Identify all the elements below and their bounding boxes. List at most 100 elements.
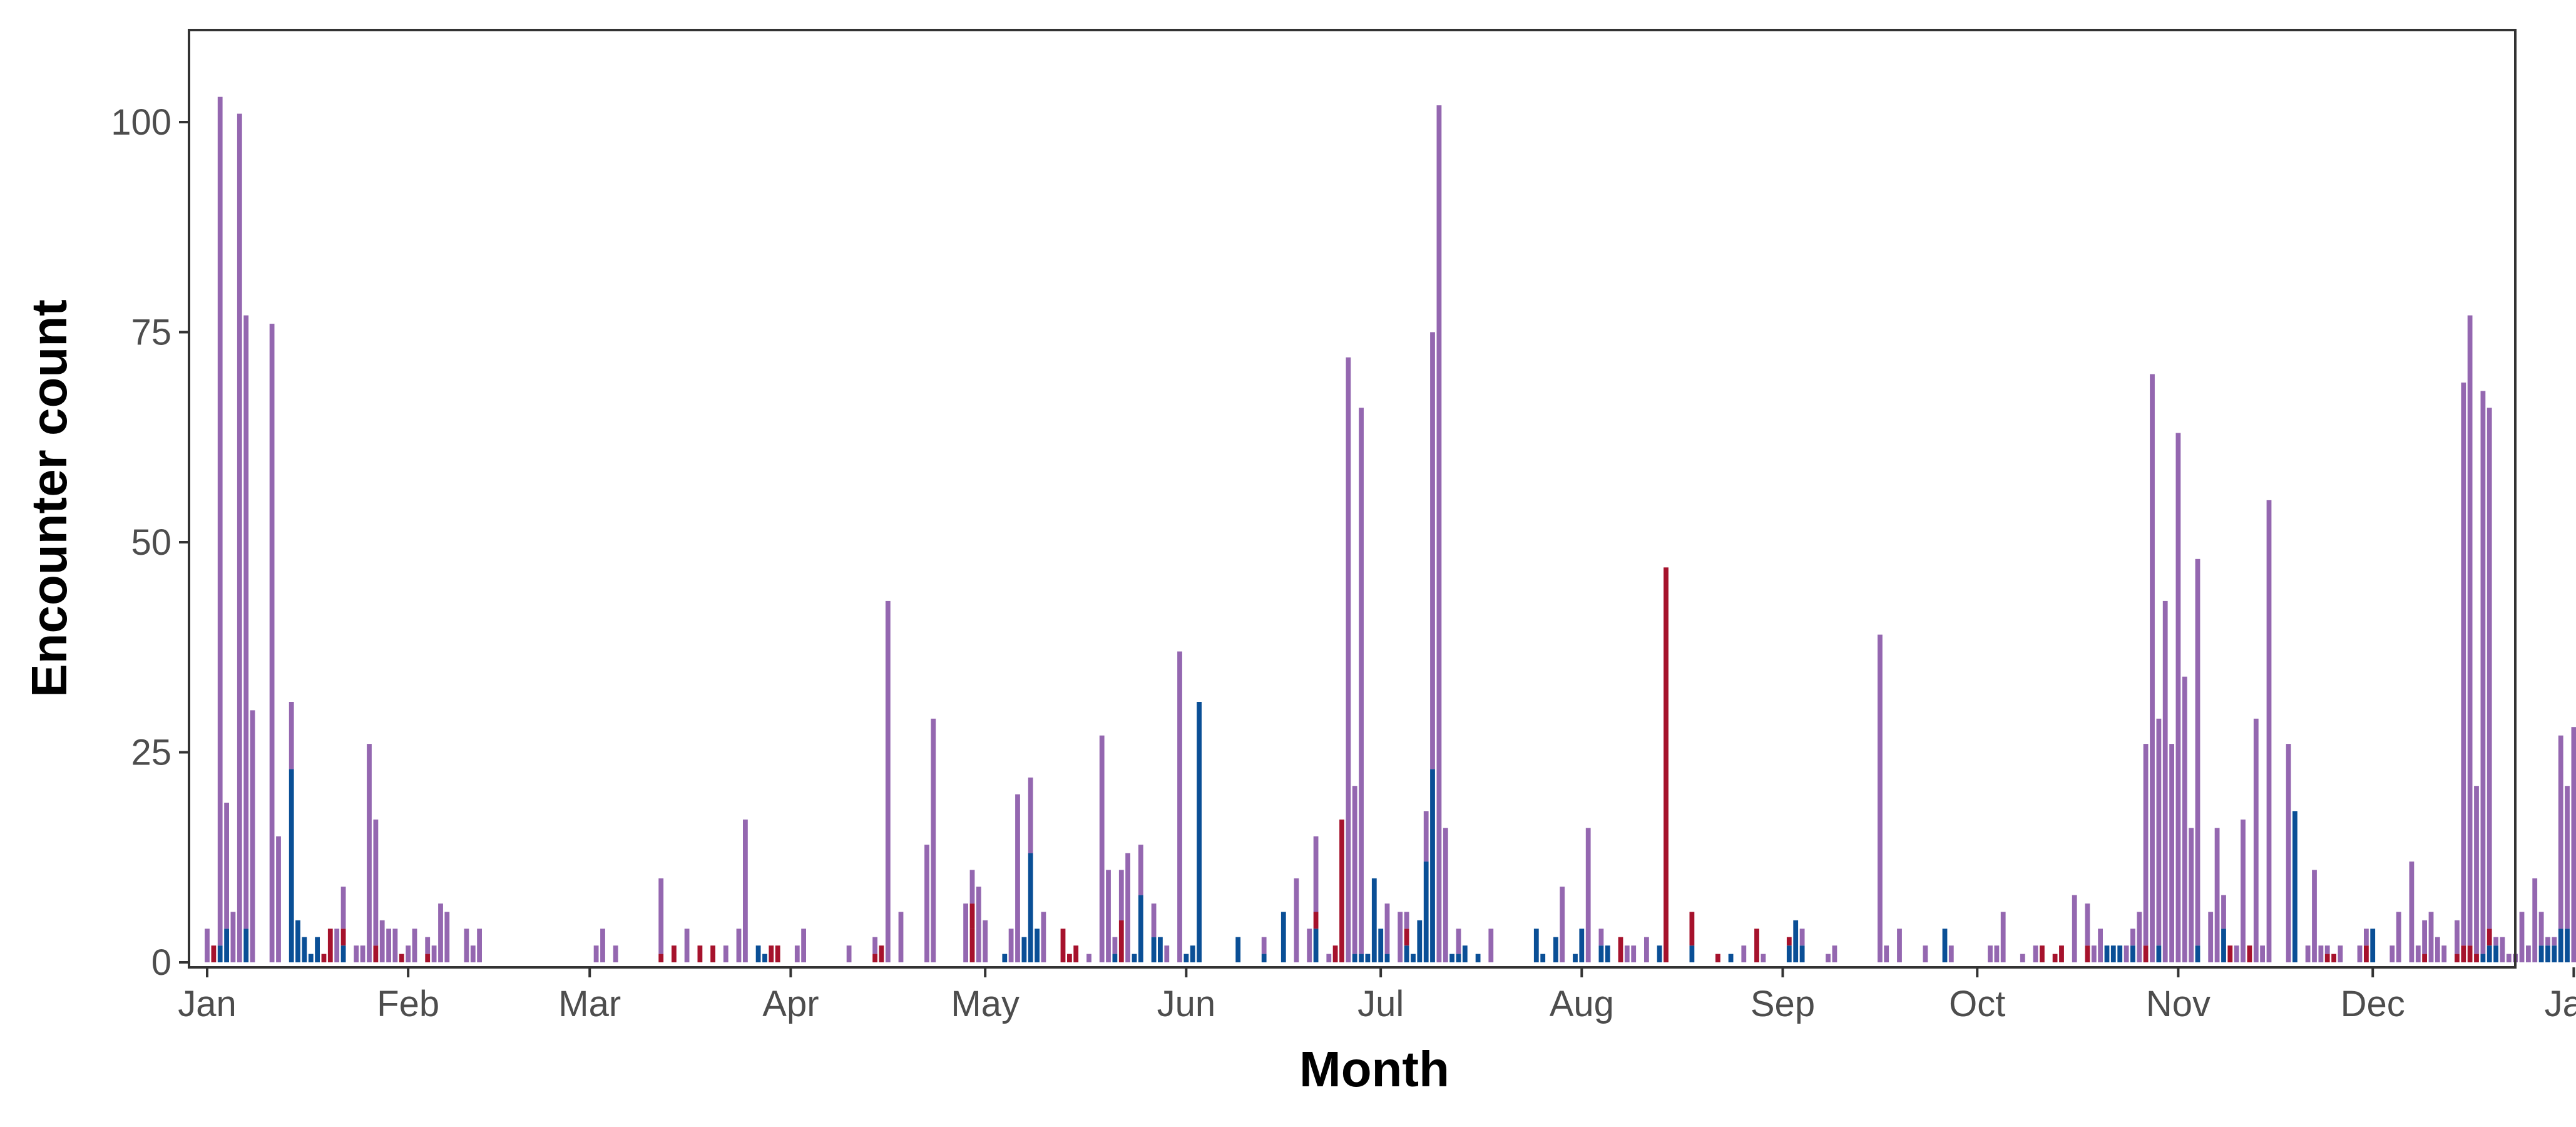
bar bbox=[1475, 954, 1481, 962]
bar bbox=[2020, 954, 2025, 962]
bar bbox=[2143, 945, 2149, 962]
bar bbox=[2455, 954, 2460, 962]
bar bbox=[295, 920, 300, 962]
bar bbox=[334, 929, 340, 962]
bar bbox=[438, 903, 443, 962]
bar bbox=[743, 819, 748, 962]
x-tick-label: Feb bbox=[377, 984, 439, 1024]
bar bbox=[2370, 929, 2376, 962]
bar bbox=[898, 912, 904, 962]
bar bbox=[2286, 744, 2291, 962]
bar bbox=[302, 937, 307, 962]
bar bbox=[425, 937, 431, 954]
bar bbox=[2487, 929, 2492, 946]
bars bbox=[205, 96, 2576, 963]
bar bbox=[2565, 929, 2570, 962]
bar bbox=[684, 929, 690, 962]
bar bbox=[1067, 954, 1072, 962]
bar bbox=[2493, 945, 2498, 962]
bar bbox=[2085, 903, 2090, 946]
bar bbox=[1339, 819, 1344, 912]
x-tick-label: Dec bbox=[2341, 984, 2405, 1024]
bar bbox=[1605, 945, 1610, 962]
bar bbox=[1261, 954, 1267, 962]
bar bbox=[1553, 937, 1558, 962]
bar bbox=[769, 945, 774, 962]
y-tick-label: 50 bbox=[131, 522, 171, 563]
y-tick-label: 25 bbox=[131, 733, 171, 773]
bar bbox=[2552, 945, 2557, 962]
bar bbox=[243, 929, 249, 962]
bar bbox=[2156, 718, 2162, 946]
bar bbox=[2487, 945, 2492, 962]
bar bbox=[1878, 634, 1883, 962]
bar bbox=[2227, 945, 2233, 962]
bar bbox=[392, 929, 398, 962]
bar bbox=[1533, 929, 1539, 962]
bar bbox=[736, 929, 742, 962]
bar bbox=[1573, 954, 1578, 962]
bar bbox=[2072, 895, 2077, 962]
bar bbox=[1151, 903, 1157, 937]
bar bbox=[2545, 945, 2550, 962]
bar bbox=[2189, 828, 2194, 962]
bar bbox=[672, 945, 677, 962]
bar bbox=[1041, 912, 1046, 962]
bar bbox=[1015, 794, 1020, 962]
bar bbox=[1942, 929, 1948, 962]
bar bbox=[2467, 945, 2473, 962]
bar bbox=[2292, 811, 2297, 962]
bar bbox=[217, 945, 223, 962]
bar bbox=[2558, 735, 2563, 929]
bar bbox=[1715, 954, 1720, 962]
bar bbox=[983, 920, 988, 962]
bar bbox=[613, 945, 618, 962]
bar bbox=[1086, 954, 1091, 962]
bar bbox=[1307, 929, 1312, 962]
bar bbox=[1035, 929, 1040, 962]
bar bbox=[464, 929, 469, 962]
bar bbox=[2040, 945, 2045, 962]
bar bbox=[1618, 937, 1623, 962]
bar bbox=[2253, 718, 2259, 962]
bar bbox=[2318, 945, 2324, 962]
bar bbox=[1073, 945, 1079, 962]
bar bbox=[1235, 937, 1241, 962]
bar bbox=[230, 912, 236, 962]
bar bbox=[2104, 945, 2110, 962]
bar bbox=[969, 903, 975, 929]
bar bbox=[2195, 558, 2200, 946]
bar bbox=[1449, 954, 1454, 962]
bar bbox=[1826, 954, 1831, 962]
x-tick-label: Mar bbox=[558, 984, 621, 1024]
bar bbox=[1404, 929, 1409, 946]
bar bbox=[2532, 878, 2538, 962]
bar bbox=[1021, 937, 1027, 962]
bar bbox=[1624, 945, 1630, 962]
bar bbox=[2474, 954, 2479, 962]
bar bbox=[1540, 954, 1546, 962]
bar bbox=[367, 744, 372, 962]
bar bbox=[1404, 945, 1409, 962]
bar bbox=[600, 929, 605, 962]
x-tick-label: Sep bbox=[1751, 984, 1815, 1024]
bar bbox=[1371, 878, 1377, 962]
bar bbox=[1793, 920, 1799, 962]
bar bbox=[2156, 945, 2162, 962]
bar bbox=[1339, 912, 1344, 962]
bar bbox=[2208, 912, 2214, 962]
bar bbox=[1585, 828, 1591, 962]
bar bbox=[1332, 945, 1338, 962]
bar bbox=[1028, 777, 1033, 853]
bar bbox=[2519, 912, 2525, 962]
bar bbox=[1988, 945, 1993, 962]
bar bbox=[224, 929, 229, 962]
bar bbox=[224, 803, 229, 929]
bar bbox=[2552, 937, 2557, 946]
bar bbox=[1799, 929, 1805, 946]
bar bbox=[2221, 929, 2226, 962]
bar bbox=[1657, 945, 1662, 962]
x-tick-label: Jan bbox=[178, 984, 237, 1024]
bar bbox=[2214, 828, 2220, 962]
